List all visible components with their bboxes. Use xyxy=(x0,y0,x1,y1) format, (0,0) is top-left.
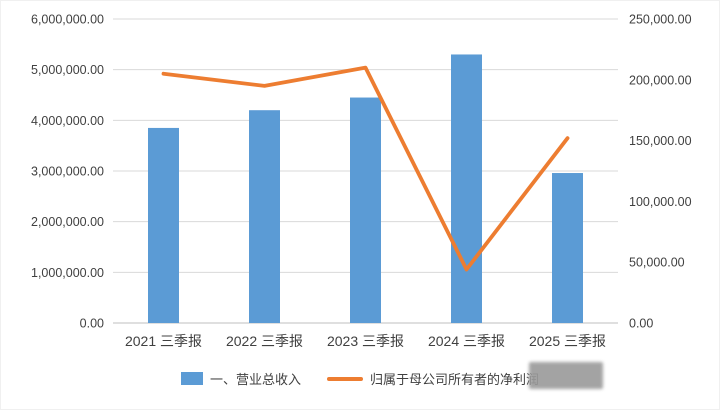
x-axis-category-label: 2025 三季报 xyxy=(529,333,606,349)
x-axis-category-label: 2021 三季报 xyxy=(125,333,202,349)
left-axis-tick-label: 0.00 xyxy=(80,317,104,331)
left-axis-tick-label: 3,000,000.00 xyxy=(31,165,104,179)
right-axis-tick-label: 200,000.00 xyxy=(629,73,692,87)
right-axis-tick-label: 50,000.00 xyxy=(629,256,685,270)
line-swatch-icon xyxy=(327,376,363,381)
bar-revenue xyxy=(249,110,280,323)
legend: 一、营业总收入 归属于母公司所有者的净利润 xyxy=(1,369,719,388)
right-axis-tick-label: 0.00 xyxy=(629,317,653,331)
left-axis-tick-label: 5,000,000.00 xyxy=(31,63,104,77)
legend-label-net-profit: 归属于母公司所有者的净利润 xyxy=(370,372,540,387)
left-axis-tick-label: 4,000,000.00 xyxy=(31,114,104,128)
bar-revenue xyxy=(350,97,381,324)
line-net-profit xyxy=(161,65,570,272)
legend-item-revenue[interactable]: 一、营业总收入 xyxy=(180,369,301,388)
left-axis-tick-label: 6,000,000.00 xyxy=(31,13,104,27)
x-axis-category-label: 2024 三季报 xyxy=(428,333,505,349)
right-axis-tick-label: 100,000.00 xyxy=(629,195,692,209)
bar-revenue xyxy=(451,54,482,323)
watermark-overlay xyxy=(529,362,603,389)
legend-label-revenue: 一、营业总收入 xyxy=(209,372,301,387)
left-axis-tick-label: 2,000,000.00 xyxy=(31,215,104,229)
bar-revenue xyxy=(148,127,179,323)
right-axis-tick-label: 250,000.00 xyxy=(629,13,692,27)
bar-swatch-icon xyxy=(180,372,203,385)
right-axis-tick-label: 150,000.00 xyxy=(629,134,692,148)
left-axis-tick-label: 1,000,000.00 xyxy=(31,266,104,280)
x-axis-category-label: 2022 三季报 xyxy=(226,333,303,349)
legend-item-net-profit[interactable]: 归属于母公司所有者的净利润 xyxy=(327,369,539,388)
bar-revenue xyxy=(552,173,583,323)
x-axis-category-label: 2023 三季报 xyxy=(327,333,404,349)
